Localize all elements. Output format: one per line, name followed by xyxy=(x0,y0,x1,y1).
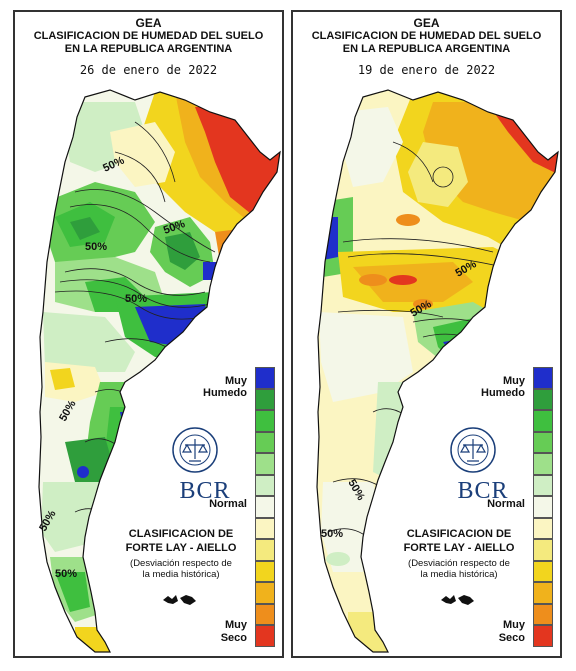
legend-label-very: Muy xyxy=(225,619,247,631)
legend-swatch xyxy=(533,625,553,647)
legend-label-dry: Seco xyxy=(220,632,247,644)
legend-label-wet: Humedo xyxy=(481,387,525,399)
legend-label-very: Muy xyxy=(225,375,247,387)
legend-swatch xyxy=(255,496,275,518)
legend-swatch xyxy=(533,388,553,410)
map-title-line2: EN LA REPUBLICA ARGENTINA xyxy=(342,43,511,55)
malvinas-islands-shape xyxy=(163,595,196,605)
bcr-logo: BCR xyxy=(457,478,509,504)
legend-swatch xyxy=(255,582,275,604)
method-note-line: la media histórica) xyxy=(142,569,220,580)
legend-swatch xyxy=(255,453,275,475)
method-note: (Desviación respecto de la media históri… xyxy=(111,558,251,580)
map-date: 19 de enero de 2022 xyxy=(357,63,496,77)
legend-swatch xyxy=(255,431,275,453)
method-note: (Desviación respecto de la media históri… xyxy=(389,558,529,580)
legend-swatch xyxy=(255,539,275,561)
org-label: GEA xyxy=(135,16,162,30)
method-note-line: (Desviación respecto de xyxy=(408,558,510,569)
method-title: CLASIFICACION DE xyxy=(406,528,512,540)
legend-label-wet: Humedo xyxy=(203,387,247,399)
legend-swatch xyxy=(255,388,275,410)
malvinas-islands-shape xyxy=(441,595,474,605)
method-title: FORTE LAY - AIELLO xyxy=(403,542,515,554)
map-panel-jan-26: 50% 50% 50% 50% 50% 50% 50% GEA CLASIFIC… xyxy=(13,10,284,658)
contour-label: 50% xyxy=(55,568,77,580)
map-panel-jan-19: 50% 50% 50% 50% GEA CLASIFICACION DE HUM… xyxy=(291,10,562,658)
legend-color-scale xyxy=(533,367,553,647)
legend-swatch xyxy=(533,410,553,432)
method-note-line: (Desviación respecto de xyxy=(130,558,232,569)
legend-swatch xyxy=(255,367,275,389)
bcr-logo: BCR xyxy=(179,478,231,504)
legend-swatch xyxy=(533,496,553,518)
soil-moisture-map: 50% 50% 50% 50% 50% 50% 50% xyxy=(37,89,281,653)
method-title: FORTE LAY - AIELLO xyxy=(125,542,237,554)
legend-label-dry: Seco xyxy=(498,632,525,644)
map-title-line1: CLASIFICACION DE HUMEDAD DEL SUELO xyxy=(311,30,542,42)
legend-swatch xyxy=(533,431,553,453)
legend-swatch xyxy=(533,367,553,389)
contour-label: 50% xyxy=(85,241,107,253)
legend-color-scale xyxy=(255,367,275,647)
org-label: GEA xyxy=(413,16,440,30)
contour-label: 50% xyxy=(321,528,343,540)
bcr-seal-logo xyxy=(450,427,496,473)
soil-moisture-map: 50% 50% 50% 50% xyxy=(316,89,559,653)
legend-label-very: Muy xyxy=(503,375,525,387)
legend-swatch xyxy=(533,517,553,539)
legend-swatch xyxy=(533,582,553,604)
method-note-line: la media histórica) xyxy=(420,569,498,580)
legend-swatch xyxy=(255,625,275,647)
legend-swatch xyxy=(255,560,275,582)
legend-swatch xyxy=(255,410,275,432)
bcr-seal-logo xyxy=(172,427,218,473)
legend-swatch xyxy=(533,474,553,496)
legend-swatch xyxy=(533,453,553,475)
method-title: CLASIFICACION DE xyxy=(128,528,234,540)
legend-label-normal: Normal xyxy=(209,498,247,510)
map-date: 26 de enero de 2022 xyxy=(79,63,218,77)
legend-label-very: Muy xyxy=(503,619,525,631)
contour-label: 50% xyxy=(125,293,147,305)
legend-swatch xyxy=(533,539,553,561)
legend-swatch xyxy=(533,560,553,582)
legend-swatch xyxy=(255,603,275,625)
legend-label-normal: Normal xyxy=(487,498,525,510)
map-title-line1: CLASIFICACION DE HUMEDAD DEL SUELO xyxy=(33,30,264,42)
legend-swatch xyxy=(533,603,553,625)
map-title-line2: EN LA REPUBLICA ARGENTINA xyxy=(64,43,233,55)
legend-swatch xyxy=(255,517,275,539)
legend-swatch xyxy=(255,474,275,496)
